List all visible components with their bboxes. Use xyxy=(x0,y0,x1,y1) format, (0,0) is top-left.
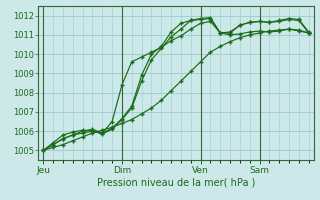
X-axis label: Pression niveau de la mer( hPa ): Pression niveau de la mer( hPa ) xyxy=(97,177,255,187)
